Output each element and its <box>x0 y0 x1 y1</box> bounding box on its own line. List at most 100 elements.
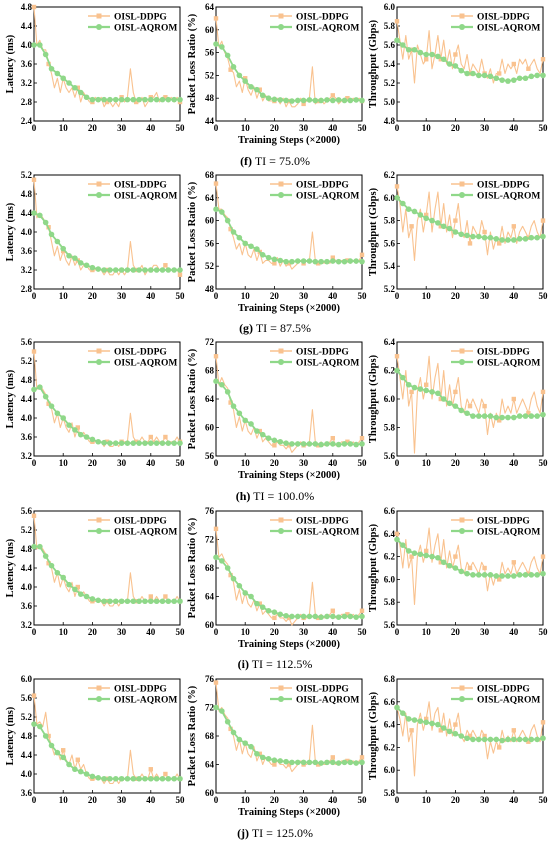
y-tick-label: 5.8 <box>384 597 396 607</box>
data-point <box>497 71 502 76</box>
data-point <box>118 775 125 782</box>
x-tick-label: 30 <box>480 123 490 133</box>
x-tick-label: 0 <box>395 795 400 805</box>
legend-marker <box>278 24 284 30</box>
legend-marker <box>278 685 284 691</box>
data-point <box>452 229 459 235</box>
x-tick-label: 40 <box>509 627 519 637</box>
x-tick-label: 10 <box>422 123 432 133</box>
y-tick-label: 44 <box>205 116 215 126</box>
data-point <box>148 96 154 103</box>
data-point <box>353 97 359 103</box>
data-point <box>272 443 277 448</box>
data-point <box>300 258 307 264</box>
data-point <box>526 739 531 744</box>
data-point <box>493 573 500 579</box>
chart-panel: 3.2 3.6 4.0 4.4 4.8 5.2 5.6 0 10 20 30 40 50 Latency … <box>5 337 185 468</box>
data-point <box>31 721 37 727</box>
data-point <box>219 381 225 388</box>
data-point <box>347 258 354 264</box>
x-tick-label: 40 <box>146 627 156 637</box>
data-point <box>534 572 540 578</box>
data-point <box>236 234 243 241</box>
data-point <box>213 526 219 532</box>
x-tick-label: 50 <box>539 627 549 637</box>
data-point <box>213 354 219 359</box>
x-tick-label: 10 <box>422 627 432 637</box>
data-point <box>77 431 84 438</box>
data-point <box>429 720 435 727</box>
data-point <box>66 252 72 259</box>
data-point <box>136 775 142 782</box>
data-point <box>458 407 465 414</box>
data-point <box>540 411 546 418</box>
y-tick-label: 60 <box>205 423 215 433</box>
legend-marker <box>96 359 102 365</box>
data-point <box>159 775 166 782</box>
y-tick-label: 52 <box>205 261 215 271</box>
data-point <box>481 72 488 79</box>
data-point <box>31 210 37 216</box>
data-point <box>534 234 540 241</box>
data-point <box>130 775 137 782</box>
legend-marker <box>278 517 284 523</box>
y-tick-label: 52 <box>205 70 215 80</box>
data-point <box>446 728 453 735</box>
data-point <box>294 613 301 620</box>
x-tick-label: 40 <box>146 291 156 301</box>
data-point <box>511 414 517 421</box>
data-point <box>254 751 260 757</box>
y-tick-label: 5.2 <box>21 170 33 180</box>
data-point <box>77 768 84 775</box>
data-point <box>60 75 66 82</box>
data-point <box>467 565 473 571</box>
data-point <box>316 261 321 266</box>
legend-label: OISL-AQROM <box>477 191 540 201</box>
data-point <box>528 234 535 241</box>
y-tick-label: 4.8 <box>21 544 33 554</box>
data-point <box>522 236 529 242</box>
data-point <box>107 775 113 782</box>
data-point <box>497 241 502 246</box>
data-point <box>272 762 277 767</box>
x-tick-label: 40 <box>509 458 519 468</box>
y-tick-label: 5.6 <box>21 506 33 516</box>
x-tick-label: 40 <box>146 458 156 468</box>
data-point <box>318 258 324 265</box>
data-point <box>112 267 119 273</box>
legend-label: OISL-AQROM <box>477 695 540 705</box>
data-point <box>257 751 262 757</box>
data-point <box>54 238 61 245</box>
x-tick-label: 40 <box>328 291 338 301</box>
data-point <box>159 267 166 273</box>
data-point <box>61 748 66 753</box>
data-point <box>482 403 487 409</box>
data-point <box>213 16 219 21</box>
data-point <box>271 96 278 103</box>
data-point <box>242 740 248 746</box>
data-point <box>435 53 441 60</box>
y-tick-label: 6.0 <box>21 674 33 684</box>
data-point <box>330 755 335 760</box>
data-point <box>89 773 96 780</box>
legend-marker <box>96 13 102 19</box>
data-point <box>347 97 354 104</box>
data-point <box>359 258 365 265</box>
data-point <box>75 85 80 90</box>
data-point <box>213 181 219 186</box>
y-tick-label: 5.2 <box>21 525 33 535</box>
data-point <box>294 97 301 104</box>
data-point <box>540 218 546 223</box>
data-point <box>409 224 414 229</box>
x-tick-label: 10 <box>241 291 251 301</box>
data-point <box>493 414 500 421</box>
y-tick-label: 5.4 <box>384 59 396 69</box>
data-point <box>464 570 470 577</box>
data-point <box>359 435 365 441</box>
data-point <box>505 573 511 579</box>
chart-panel: 4.8 5.0 5.2 5.4 5.6 5.8 6.0 0 10 20 30 40 50 Throughp… <box>368 2 548 133</box>
x-tick-label: 50 <box>358 458 368 468</box>
data-point <box>83 94 90 101</box>
